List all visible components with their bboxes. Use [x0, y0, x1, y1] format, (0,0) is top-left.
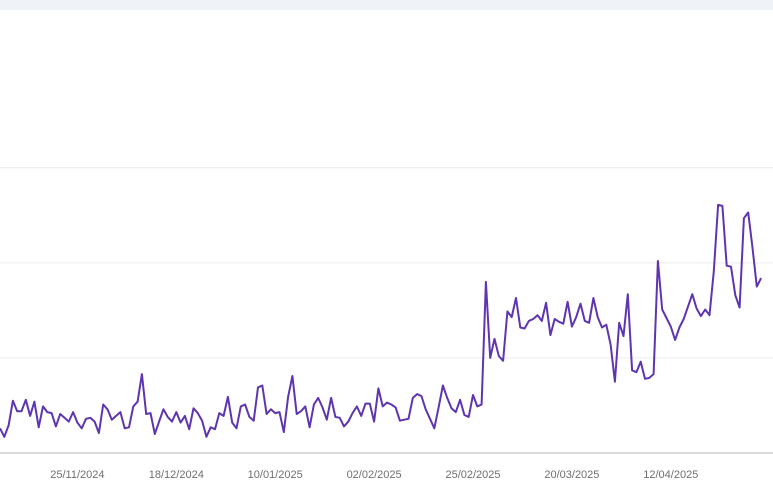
x-tick-label: 10/01/2025	[248, 469, 303, 481]
gridlines	[0, 167, 773, 359]
x-tick-label: 18/12/2024	[149, 469, 204, 481]
header-band	[0, 0, 773, 10]
x-axis: 25/11/2024 18/12/2024 10/01/2025 02/02/2025…	[0, 452, 773, 481]
x-tick-label: 25/11/2024	[50, 469, 104, 481]
x-tick-label: 20/03/2025	[544, 469, 599, 481]
series-line	[0, 203, 762, 438]
x-tick-label: 12/04/2025	[643, 469, 698, 481]
x-tick-label: 02/02/2025	[347, 469, 402, 481]
x-tick-label: 25/02/2025	[445, 469, 500, 481]
series-line-group	[0, 203, 762, 438]
